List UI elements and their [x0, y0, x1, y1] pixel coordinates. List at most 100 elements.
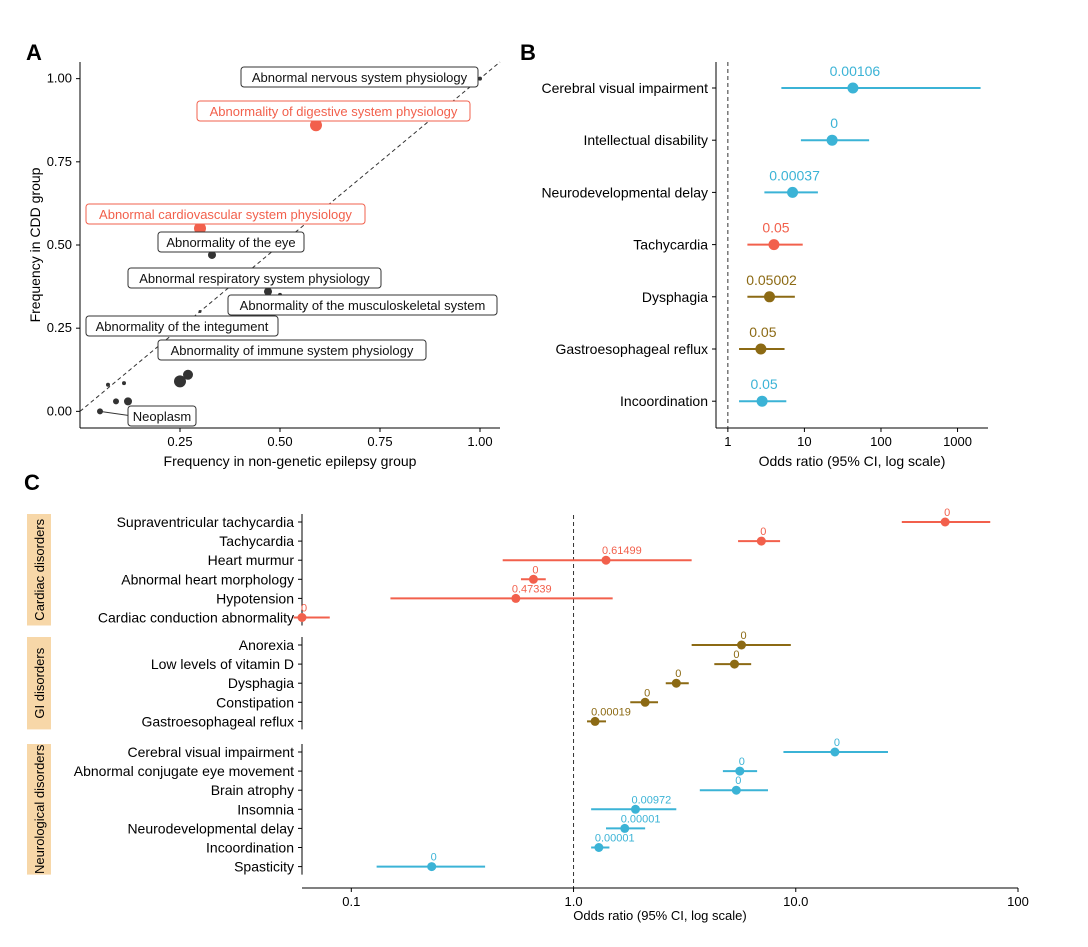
panel-c-p-value: 0.00001: [621, 813, 661, 825]
panel-c-p-value: 0: [834, 737, 840, 749]
panel-a-y-label: Frequency in CDD group: [27, 167, 43, 322]
panel-a-point-label: Abnormal nervous system physiology: [252, 70, 468, 85]
panel-c-p-value: 0: [644, 687, 650, 699]
panel-c-row-label: Incoordination: [206, 840, 294, 856]
panel-c-p-value: 0: [740, 630, 746, 642]
panel-c-point: [511, 593, 521, 603]
panel-a-point: [264, 287, 272, 296]
panel-a-label-box: [85, 315, 279, 337]
panel-a-y-tick-label: 0.00: [47, 403, 72, 418]
panel-b-p-value: 0.05: [750, 376, 777, 392]
panel-c-point: [601, 555, 611, 565]
panel-a-point: [106, 382, 110, 387]
panel-a-point: [97, 408, 103, 415]
panel-c-group-label: Neurological disorders: [32, 744, 47, 874]
panel-b-row-label: Dysphagia: [642, 289, 708, 305]
panel-b-x-tick-label: 10: [797, 434, 811, 449]
panel-c-row-label: Abnormal conjugate eye movement: [74, 763, 294, 779]
panel-c-x-label: Odds ratio (95% CI, log scale): [573, 908, 746, 923]
panel-b-point: [755, 343, 767, 355]
panel-a-label-box: [127, 405, 197, 427]
panel-c-row-label: Spasticity: [234, 859, 294, 875]
panel-b-point: [768, 239, 780, 251]
panel-c-letter: C: [24, 470, 40, 495]
panel-a-point-label: Abnormality of the integument: [96, 319, 269, 334]
panel-c-point: [630, 804, 640, 814]
panel-c-p-value: 0.00019: [591, 706, 631, 718]
panel-a-label-box: [85, 203, 366, 225]
panel-c-p-value: 0.00001: [595, 833, 635, 845]
panel-a-y-tick-label: 0.50: [47, 237, 72, 252]
panel-c-point: [590, 716, 600, 726]
panel-c-row-label: Hypotension: [216, 590, 294, 606]
panel-a-point: [124, 397, 132, 406]
panel-a-label-box: [227, 294, 498, 316]
panel-c-x-tick-label: 1.0: [564, 894, 582, 909]
panel-c-x-tick-label: 0.1: [342, 894, 360, 909]
panel-a-label-box: [157, 231, 305, 253]
panel-c-group-strip: [27, 744, 51, 875]
panel-b-p-value: 0.05002: [746, 272, 797, 288]
panel-b-x-tick-label: 1: [724, 434, 731, 449]
panel-c-point: [731, 785, 741, 795]
panel-a-label-box: [240, 66, 479, 88]
panel-a-point: [122, 381, 126, 386]
panel-b-point: [826, 134, 838, 146]
panel-b-point: [756, 395, 768, 407]
panel-c: 0.1 1.0 10.0 100 Odds ratio (95% CI, log sca…: [27, 507, 1029, 923]
panel-c-group-label: GI disorders: [32, 647, 47, 718]
panel-b: 1 10 100 1000 Odds ratio (95% CI, log scale)…: [541, 62, 988, 469]
panel-c-row-label: Gastroesophageal reflux: [141, 713, 294, 729]
panel-c-point: [427, 862, 437, 872]
panel-b-row-label: Neurodevelopmental delay: [541, 184, 708, 200]
panel-b-p-value: 0.05: [762, 220, 789, 236]
panel-a-leader-line: [99, 410, 133, 417]
panel-c-group-label: Cardiac disorders: [32, 518, 47, 620]
panel-c-row-label: Anorexia: [239, 637, 294, 653]
panel-b-p-value: 0.00106: [830, 63, 881, 79]
panel-b-x-label: Odds ratio (95% CI, log scale): [759, 453, 946, 469]
panel-a-point: [174, 375, 186, 388]
panel-b-point: [787, 186, 799, 198]
panel-a-point-label: Abnormal respiratory system physiology: [139, 271, 370, 286]
panel-a-x-label: Frequency in non-genetic epilepsy group: [164, 453, 417, 469]
panel-c-row-label: Insomnia: [237, 801, 294, 817]
panel-c-p-value: 0: [760, 526, 766, 538]
panel-c-point: [671, 678, 681, 688]
panel-a-point-label: Abnormality of the eye: [166, 235, 295, 250]
panel-c-p-value: 0: [675, 668, 681, 680]
panel-a-point: [194, 222, 206, 235]
panel-b-row-label: Intellectual disability: [583, 132, 708, 148]
panel-a-x-tick-label: 0.25: [167, 434, 192, 449]
panel-c-p-value: 0: [735, 775, 741, 787]
panel-a-point: [113, 398, 119, 405]
panel-b-row-label: Tachycardia: [633, 237, 708, 253]
panel-c-x-tick-label: 10.0: [783, 894, 808, 909]
panel-c-point: [729, 659, 739, 669]
panel-a-x-tick-label: 1.00: [467, 434, 492, 449]
panel-c-row-label: Neurodevelopmental delay: [127, 820, 294, 836]
panel-c-p-value: 0.47339: [512, 583, 552, 595]
panel-c-point: [528, 574, 538, 584]
panel-b-row-label: Gastroesophageal reflux: [555, 341, 708, 357]
panel-c-row-label: Constipation: [216, 694, 294, 710]
panel-c-p-value: 0: [739, 756, 745, 768]
panel-a-point: [183, 369, 193, 380]
panel-a-point-label: Abnormality of immune system physiology: [171, 343, 414, 358]
panel-c-point: [640, 697, 650, 707]
panel-a-label-box: [196, 100, 471, 122]
panel-c-row-label: Cardiac conduction abnormality: [98, 610, 294, 626]
panel-c-group-strip: [27, 514, 51, 626]
panel-a-y-tick-label: 0.25: [47, 320, 72, 335]
panel-a-label-box: [157, 339, 427, 361]
panel-c-row-label: Cerebral visual impairment: [127, 744, 294, 760]
panel-c-row-label: Tachycardia: [219, 533, 294, 549]
panel-a-x-tick-label: 0.75: [367, 434, 392, 449]
panel-c-row-label: Brain atrophy: [211, 782, 294, 798]
panel-c-point: [756, 536, 766, 546]
panel-a-label-box: [127, 267, 382, 289]
panel-b-point: [764, 291, 776, 303]
panel-b-x-tick-label: 100: [870, 434, 892, 449]
panel-a-y-tick-label: 1.00: [47, 71, 72, 86]
panel-a-letter: A: [26, 40, 42, 65]
